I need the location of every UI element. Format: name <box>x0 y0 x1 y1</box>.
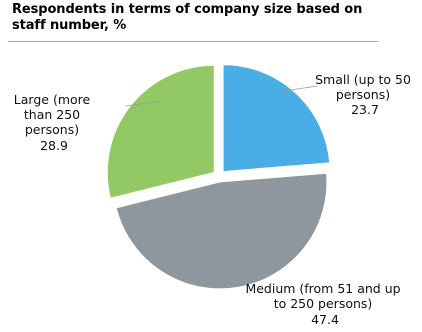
pie-slice-medium <box>115 172 328 290</box>
chart-title-line-2: staff number, % <box>12 18 127 33</box>
slice-label-large: Large (more than 250 persons) 28.9 <box>14 92 94 153</box>
slice-value-medium: 47.4 <box>311 312 339 327</box>
slice-value-small: 23.7 <box>351 102 379 117</box>
chart-title: Respondents in terms of company size bas… <box>12 2 412 34</box>
slice-label-medium-line-1: Medium (from 51 and up <box>245 281 400 296</box>
pie-slice-large <box>106 64 215 199</box>
chart-title-line-1: Respondents in terms of company size bas… <box>12 2 363 17</box>
pie-slice-small <box>222 64 331 173</box>
slice-label-medium-line-2: to 250 persons) <box>274 296 373 311</box>
slice-label-large-line-2: than 250 <box>24 107 80 122</box>
slice-value-large: 28.9 <box>40 138 68 153</box>
slice-label-small-line-1: Small (up to 50 <box>315 72 411 87</box>
slice-label-medium: Medium (from 51 and up to 250 persons) 4… <box>245 281 404 327</box>
slice-label-small: Small (up to 50 persons) 23.7 <box>315 72 415 117</box>
pie-slices <box>106 64 331 290</box>
label-leader-small <box>275 85 319 93</box>
label-leader-large <box>125 100 161 107</box>
title-divider <box>8 41 378 42</box>
slice-label-small-line-2: persons) <box>336 87 390 102</box>
slice-label-large-line-1: Large (more <box>14 92 91 107</box>
slice-label-large-line-3: persons) <box>25 122 79 137</box>
